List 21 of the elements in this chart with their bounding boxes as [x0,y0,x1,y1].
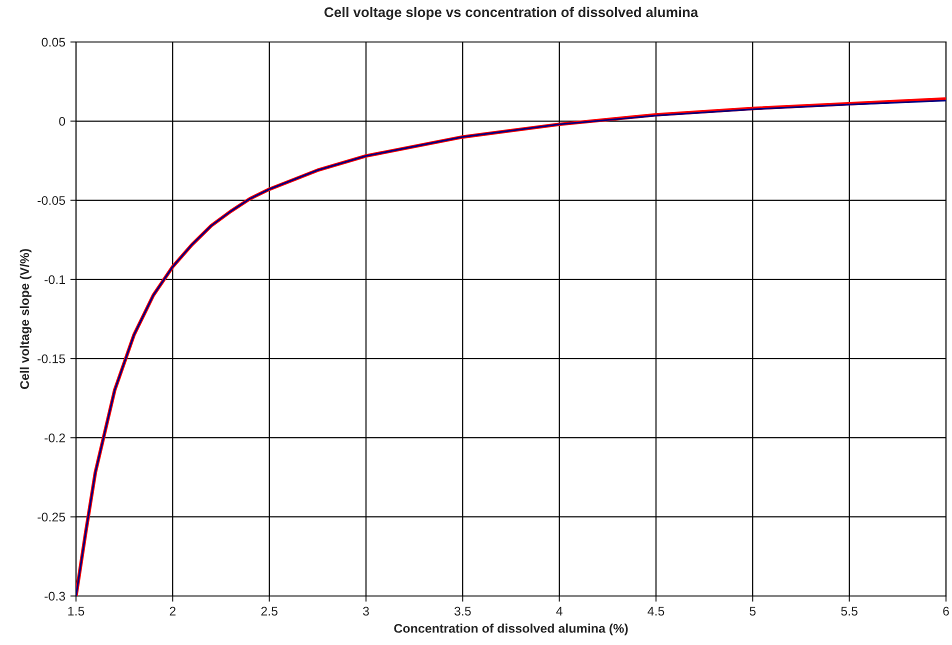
x-axis-title: Concentration of dissolved alumina (%) [394,624,628,636]
x-tick-label: 5 [750,606,756,616]
x-tick-label: 6 [943,606,949,616]
y-tick-label: -0.05 [38,196,66,205]
x-tick-label: 2 [170,606,176,616]
x-tick-label: 3.5 [454,606,471,616]
x-tick-label: 5.5 [841,606,858,616]
y-axis-title: Cell voltage slope (V/%) [20,249,32,389]
y-tick-label: -0.2 [44,434,65,442]
x-tick-label: 4 [556,606,562,616]
x-tick-label: 4.5 [648,606,664,616]
y-tick-label: 0 [59,116,66,126]
y-tick-label: -0.1 [44,275,65,284]
y-tick-label: -0.3 [44,592,66,601]
y-tick-label: 0.05 [42,38,66,47]
y-tick-label: -0.25 [38,512,66,522]
y-tick-label: -0.15 [38,354,66,364]
x-tick-label: 2.5 [261,606,278,616]
x-tick-label: 1.5 [68,606,84,616]
x-tick-label: 3 [363,606,369,616]
chart-title: Cell voltage slope vs concentration of dissolved alumina [324,6,698,20]
